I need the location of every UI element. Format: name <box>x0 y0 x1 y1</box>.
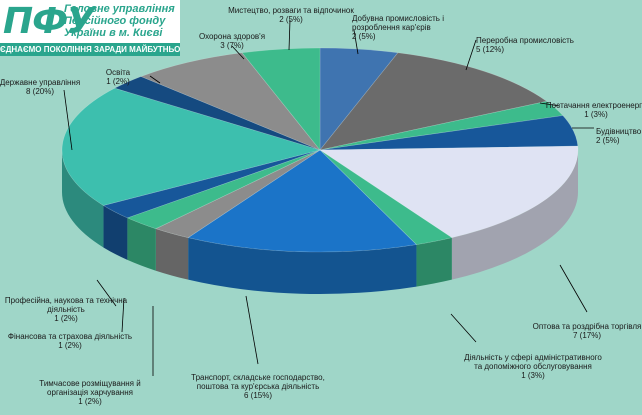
slice-11-leader-line <box>63 89 73 151</box>
slice-9-wedge <box>126 149 321 230</box>
label-name: Оптова та роздрібна торгівля <box>533 322 642 331</box>
slice-10-side <box>103 205 128 260</box>
slice-10-leader-line <box>96 279 117 307</box>
slice-13-leader-line <box>231 45 245 60</box>
slice-13-label: Охорона здоров'я3 (7%) <box>199 32 265 50</box>
label-name: Будівництво <box>596 127 642 136</box>
label-value: 2 (5%) <box>279 15 303 24</box>
slice-2-leader-line <box>465 39 477 71</box>
logo-line-1: Головне управління <box>64 3 175 15</box>
slice-7-label: Транспорт, складське господарство,поштов… <box>191 373 325 400</box>
slice-5-leader-line <box>559 264 588 313</box>
slice-3-leader-line <box>539 102 561 107</box>
label-value: 5 (12%) <box>476 45 504 54</box>
label-name: Державне управління <box>0 78 80 87</box>
label-name: Транспорт, складське господарство, <box>191 373 325 382</box>
slice-4-wedge <box>319 115 579 151</box>
slice-12-leader-line <box>149 75 161 84</box>
label-name: Фінансова та страхова діяльність <box>8 332 132 341</box>
slice-13-wedge <box>140 52 321 151</box>
slice-8-side <box>155 228 189 280</box>
pfu-logo: ПФУ Головне управління Пенсійного фонду … <box>0 0 180 56</box>
label-name: організація харчування <box>47 388 133 397</box>
label-value: 2 (5%) <box>596 136 620 145</box>
label-name: Охорона здоров'я <box>199 32 265 41</box>
slice-6-wedge <box>319 149 453 245</box>
slice-10-label: Професійна, наукова та технічнадіяльніст… <box>5 296 128 323</box>
slice-8-wedge <box>155 149 321 238</box>
slice-2-wedge <box>319 52 548 151</box>
slice-10-wedge <box>102 149 321 219</box>
label-name: поштова та кур'єрська діяльність <box>197 382 319 391</box>
label-value: 1 (3%) <box>584 110 608 119</box>
slice-7-leader-line <box>245 295 259 365</box>
label-name: діяльність <box>47 305 85 314</box>
slice-11-side <box>62 150 104 248</box>
label-value: 1 (3%) <box>521 371 545 380</box>
slice-1-wedge <box>319 47 399 151</box>
pfu-logo-mark: ПФУ <box>3 1 95 42</box>
slice-5-wedge <box>319 145 579 238</box>
logo-line-2: Пенсійного фонду <box>64 15 166 27</box>
label-name: Постачання електроенергії <box>546 101 642 110</box>
slice-9-side <box>127 217 156 271</box>
logo-slogan: ЄДНАЄМО ПОКОЛІННЯ ЗАРАДИ МАЙБУТНЬОГО <box>0 43 180 56</box>
slice-11-wedge <box>61 87 322 206</box>
label-value: 1 (2%) <box>54 314 78 323</box>
slice-7-side <box>188 237 417 294</box>
pfu-logo-text: Головне управління Пенсійного фонду Укра… <box>64 3 178 39</box>
slice-6-leader-line <box>450 313 477 343</box>
label-value: 1 (2%) <box>78 397 102 406</box>
label-value: 2 (5%) <box>352 32 376 41</box>
slice-14-leader-line <box>288 19 291 51</box>
slice-1-leader-line <box>353 29 359 55</box>
label-value: 1 (2%) <box>106 77 130 86</box>
label-name: Професійна, наукова та технічна <box>5 296 128 305</box>
label-name: Освіта <box>106 68 131 77</box>
slice-7-wedge <box>187 149 418 253</box>
slice-6-side <box>416 237 452 287</box>
label-value: 1 (2%) <box>58 341 82 350</box>
label-value: 7 (17%) <box>573 331 601 340</box>
label-name: Діяльність у сфері адміністративного <box>464 353 602 362</box>
slice-9-leader-line <box>121 297 125 333</box>
label-value: 6 (15%) <box>244 391 272 400</box>
label-value: 3 (7%) <box>220 41 244 50</box>
label-name: Мистецтво, розваги та відпочинок <box>228 6 354 15</box>
slice-3-wedge <box>319 100 564 151</box>
label-name: розроблення кар'єрів <box>352 23 431 32</box>
slice-12-wedge <box>114 76 321 151</box>
slice-14-wedge <box>241 47 321 151</box>
label-value: 8 (20%) <box>26 87 54 96</box>
label-name: Добувна промисловість і <box>352 14 444 23</box>
label-name: та допоміжного обслуговування <box>474 362 592 371</box>
slice-5-side <box>451 150 578 280</box>
logo-line-3: України в м. Києві <box>64 27 163 39</box>
label-name: Переробна промисловість <box>476 36 574 45</box>
label-name: Тимчасове розміщування й <box>39 379 140 388</box>
